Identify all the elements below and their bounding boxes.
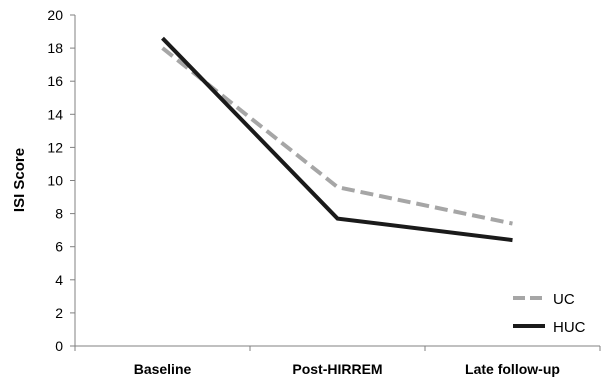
y-tick-label: 18 bbox=[47, 40, 63, 56]
y-axis-ticks: 0 2 4 6 8 10 12 14 16 18 20 bbox=[47, 7, 75, 354]
series-layer bbox=[161, 36, 513, 243]
y-tick-label: 10 bbox=[47, 173, 63, 189]
legend-label: HUC bbox=[553, 319, 586, 336]
x-category-label: Baseline bbox=[134, 361, 192, 377]
y-axis-title: ISI Score bbox=[11, 148, 28, 212]
y-tick-label: 6 bbox=[55, 239, 63, 255]
y-tick-label: 20 bbox=[47, 7, 63, 23]
y-tick-label: 2 bbox=[55, 305, 63, 321]
legend-label: UC bbox=[553, 291, 575, 308]
y-tick-label: 4 bbox=[55, 272, 63, 288]
y-tick-label: 8 bbox=[55, 206, 63, 222]
y-tick-label: 16 bbox=[47, 73, 63, 89]
y-tick-label: 14 bbox=[47, 106, 63, 122]
x-category-label: Late follow-up bbox=[465, 361, 560, 377]
y-tick-label: 0 bbox=[55, 338, 63, 354]
y-tick-label: 12 bbox=[47, 139, 63, 155]
chart-legend: UC HUC bbox=[513, 291, 586, 336]
x-axis-ticks: Baseline Post-HIRREM Late follow-up bbox=[74, 346, 601, 377]
series-line-uc bbox=[161, 46, 513, 226]
x-category-label: Post-HIRREM bbox=[292, 361, 382, 377]
series-line-huc bbox=[161, 36, 513, 243]
